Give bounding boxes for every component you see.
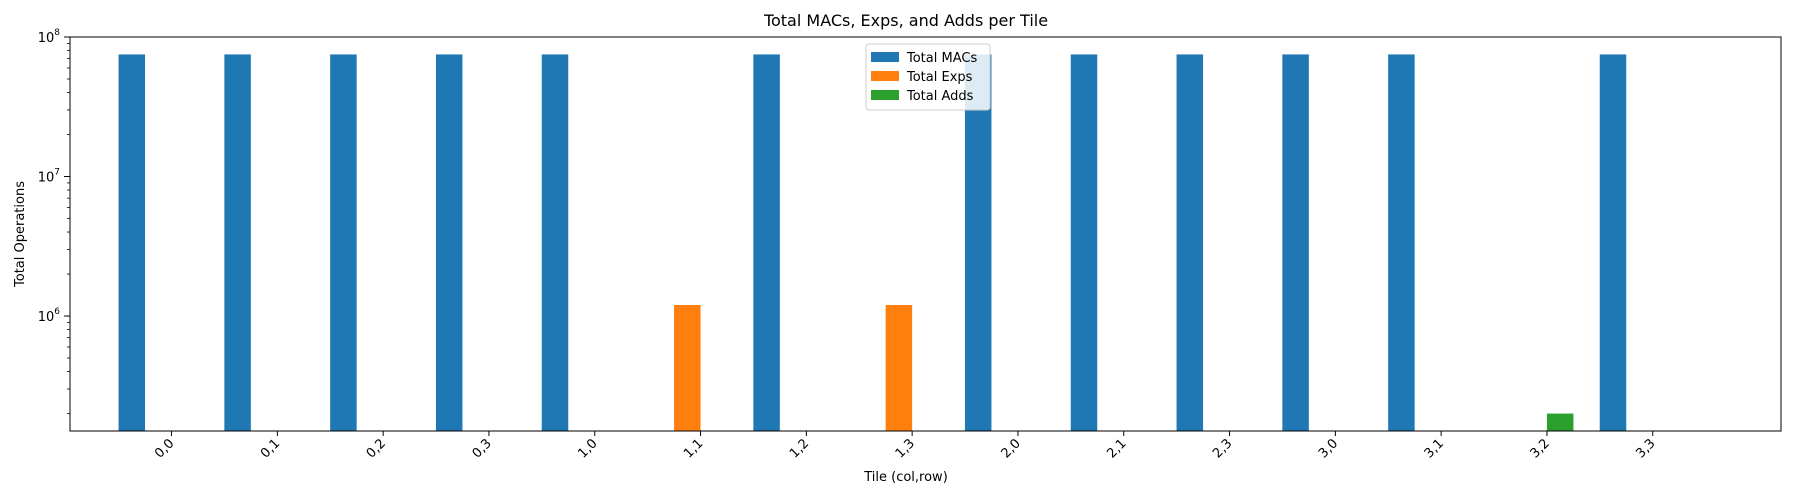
legend-label: Total Exps	[906, 70, 973, 85]
y-axis: 106 107 108	[38, 28, 70, 414]
chart-title: Total MACs, Exps, and Adds per Tile	[763, 11, 1048, 30]
y-tick-label: 107	[38, 168, 60, 186]
bar-total-macs-3-3	[1599, 54, 1627, 432]
bar-total-macs-0-3	[435, 54, 463, 432]
bar-total-exps-1-3	[885, 305, 913, 431]
bars-group	[118, 54, 1627, 432]
legend-label: Total Adds	[906, 89, 974, 104]
bar-total-adds-3-2	[1546, 413, 1574, 431]
x-axis-label: Tile (col,row)	[863, 470, 948, 485]
legend-swatch-total-exps	[871, 71, 899, 81]
bar-total-macs-3-0	[1282, 54, 1309, 432]
bar-total-macs-2-1	[1070, 54, 1098, 432]
bar-total-macs-0-1	[224, 54, 251, 432]
bar-total-macs-0-0	[118, 54, 146, 432]
y-tick-label: 106	[38, 307, 61, 325]
bar-total-macs-2-3	[1176, 54, 1204, 432]
legend-swatch-total-macs	[871, 52, 899, 62]
legend: Total MACs Total Exps Total Adds	[865, 43, 991, 111]
legend-swatch-total-adds	[871, 90, 899, 100]
plot-frame	[69, 36, 1782, 432]
bar-total-macs-3-1	[1388, 54, 1415, 432]
bar-total-exps-1-1	[674, 305, 701, 431]
legend-label: Total MACs	[906, 51, 977, 66]
bar-total-macs-2-0	[964, 54, 992, 432]
y-tick-label: 108	[38, 28, 61, 46]
bar-total-macs-0-2	[330, 54, 357, 432]
y-axis-label: Total Operations	[13, 181, 28, 288]
bar-total-macs-1-0	[541, 54, 569, 432]
bar-total-macs-1-2	[753, 54, 780, 432]
